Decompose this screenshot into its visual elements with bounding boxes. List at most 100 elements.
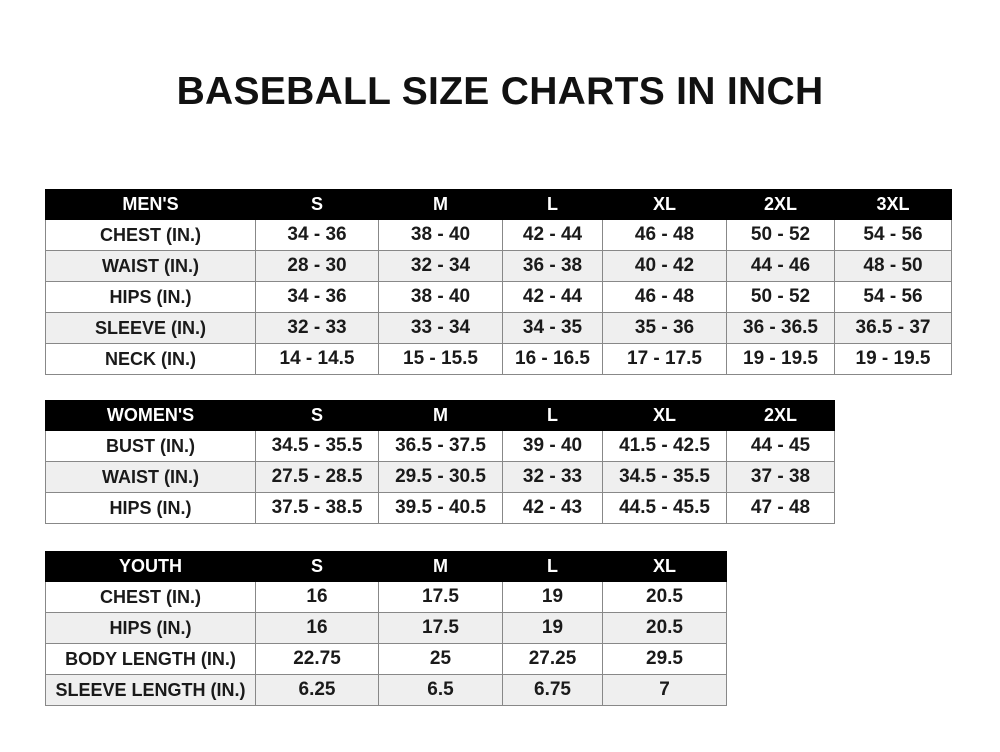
table-row: SLEEVE LENGTH (IN.) 6.25 6.5 6.75 7 (45, 674, 727, 706)
size-value: 25 (378, 643, 503, 675)
size-value: 44 - 45 (726, 430, 835, 462)
size-header: M (378, 551, 503, 582)
size-value: 38 - 40 (378, 281, 503, 313)
size-value: 37.5 - 38.5 (255, 492, 379, 524)
page-title: BASEBALL SIZE CHARTS IN INCH (176, 70, 824, 113)
size-value: 44.5 - 45.5 (602, 492, 727, 524)
size-value: 6.75 (502, 674, 603, 706)
size-value: 34 - 36 (255, 219, 379, 251)
size-value: 35 - 36 (602, 312, 727, 344)
measurement-label: SLEEVE LENGTH (IN.) (45, 674, 256, 706)
size-value: 36.5 - 37 (834, 312, 952, 344)
category-header: WOMEN'S (45, 400, 256, 431)
size-value: 27.5 - 28.5 (255, 461, 379, 493)
size-value: 16 (255, 612, 379, 644)
measurement-label: HIPS (IN.) (45, 492, 256, 524)
size-value: 37 - 38 (726, 461, 835, 493)
measurement-label: NECK (IN.) (45, 343, 256, 375)
size-header: L (502, 400, 603, 431)
size-value: 6.25 (255, 674, 379, 706)
size-header: XL (602, 551, 727, 582)
size-value: 19 - 19.5 (834, 343, 952, 375)
size-value: 32 - 33 (255, 312, 379, 344)
size-value: 39.5 - 40.5 (378, 492, 503, 524)
header-row: YOUTH S M L XL (45, 551, 727, 582)
table-row: CHEST (IN.) 34 - 36 38 - 40 42 - 44 46 - 48 5… (45, 219, 952, 251)
size-value: 50 - 52 (726, 219, 835, 251)
size-value: 6.5 (378, 674, 503, 706)
size-value: 50 - 52 (726, 281, 835, 313)
size-value: 19 (502, 581, 603, 613)
size-value: 19 (502, 612, 603, 644)
size-header: XL (602, 189, 727, 220)
womens-size-table: WOMEN'S S M L XL 2XL BUST (IN.) 34.5 - 35.5 36.5… (45, 400, 835, 524)
size-value: 47 - 48 (726, 492, 835, 524)
size-value: 48 - 50 (834, 250, 952, 282)
table-row: BUST (IN.) 34.5 - 35.5 36.5 - 37.5 39 - 40 4… (45, 430, 835, 462)
table-row: BODY LENGTH (IN.) 22.75 25 27.25 29.5 (45, 643, 727, 675)
size-value: 32 - 34 (378, 250, 503, 282)
size-value: 42 - 44 (502, 281, 603, 313)
size-value: 38 - 40 (378, 219, 503, 251)
youth-size-table: YOUTH S M L XL CHEST (IN.) 16 17.5 19 20.5 HIPS (I… (45, 551, 727, 706)
measurement-label: SLEEVE (IN.) (45, 312, 256, 344)
size-value: 36 - 36.5 (726, 312, 835, 344)
size-header: L (502, 189, 603, 220)
size-value: 19 - 19.5 (726, 343, 835, 375)
size-value: 40 - 42 (602, 250, 727, 282)
table-row: HIPS (IN.) 34 - 36 38 - 40 42 - 44 46 - 48 50… (45, 281, 952, 313)
size-value: 17.5 (378, 612, 503, 644)
size-value: 34 - 35 (502, 312, 603, 344)
size-value: 46 - 48 (602, 219, 727, 251)
category-header: MEN'S (45, 189, 256, 220)
measurement-label: CHEST (IN.) (45, 581, 256, 613)
measurement-label: WAIST (IN.) (45, 461, 256, 493)
size-value: 28 - 30 (255, 250, 379, 282)
size-value: 20.5 (602, 612, 727, 644)
size-value: 32 - 33 (502, 461, 603, 493)
size-value: 33 - 34 (378, 312, 503, 344)
measurement-label: HIPS (IN.) (45, 612, 256, 644)
size-value: 34 - 36 (255, 281, 379, 313)
size-value: 27.25 (502, 643, 603, 675)
mens-size-table: MEN'S S M L XL 2XL 3XL CHEST (IN.) 34 - 36 38 - 4… (45, 189, 952, 375)
size-value: 17.5 (378, 581, 503, 613)
size-value: 22.75 (255, 643, 379, 675)
size-value: 54 - 56 (834, 281, 952, 313)
size-value: 41.5 - 42.5 (602, 430, 727, 462)
size-value: 29.5 - 30.5 (378, 461, 503, 493)
size-header: XL (602, 400, 727, 431)
size-header: S (255, 551, 379, 582)
table-row: SLEEVE (IN.) 32 - 33 33 - 34 34 - 35 35 - 36… (45, 312, 952, 344)
size-header: S (255, 400, 379, 431)
size-value: 20.5 (602, 581, 727, 613)
size-value: 36.5 - 37.5 (378, 430, 503, 462)
table-row: NECK (IN.) 14 - 14.5 15 - 15.5 16 - 16.5 17 … (45, 343, 952, 375)
size-header: 2XL (726, 189, 835, 220)
measurement-label: WAIST (IN.) (45, 250, 256, 282)
size-value: 39 - 40 (502, 430, 603, 462)
size-value: 42 - 44 (502, 219, 603, 251)
measurement-label: BUST (IN.) (45, 430, 256, 462)
table-row: HIPS (IN.) 37.5 - 38.5 39.5 - 40.5 42 - 43 4… (45, 492, 835, 524)
size-value: 15 - 15.5 (378, 343, 503, 375)
size-header: 2XL (726, 400, 835, 431)
size-value: 34.5 - 35.5 (255, 430, 379, 462)
size-value: 44 - 46 (726, 250, 835, 282)
size-value: 16 (255, 581, 379, 613)
size-value: 54 - 56 (834, 219, 952, 251)
size-value: 36 - 38 (502, 250, 603, 282)
size-header: 3XL (834, 189, 952, 220)
measurement-label: HIPS (IN.) (45, 281, 256, 313)
size-header: M (378, 400, 503, 431)
header-row: MEN'S S M L XL 2XL 3XL (45, 189, 952, 220)
size-value: 17 - 17.5 (602, 343, 727, 375)
size-value: 34.5 - 35.5 (602, 461, 727, 493)
measurement-label: BODY LENGTH (IN.) (45, 643, 256, 675)
table-row: WAIST (IN.) 27.5 - 28.5 29.5 - 30.5 32 - 33… (45, 461, 835, 493)
table-row: CHEST (IN.) 16 17.5 19 20.5 (45, 581, 727, 613)
size-value: 16 - 16.5 (502, 343, 603, 375)
size-value: 46 - 48 (602, 281, 727, 313)
size-header: S (255, 189, 379, 220)
size-value: 42 - 43 (502, 492, 603, 524)
